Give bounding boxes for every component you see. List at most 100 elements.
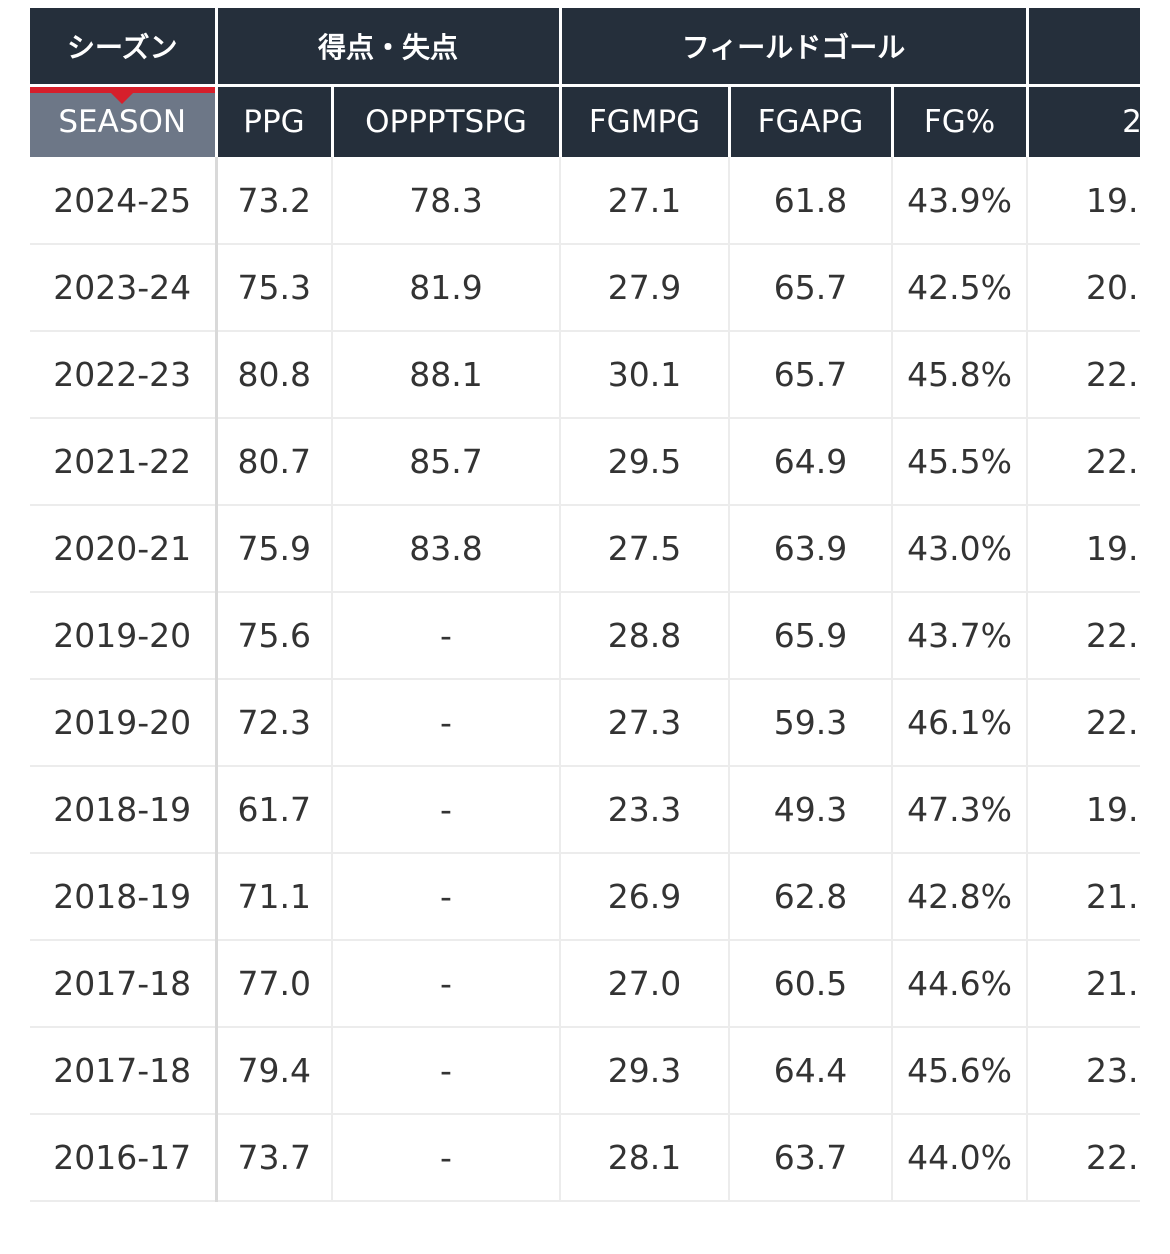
fg-pct-cell: 44.6% <box>891 940 1028 1028</box>
ppg-cell: 61.7 <box>215 766 332 854</box>
fgapg-cell: 64.9 <box>728 418 893 506</box>
oppptspg-cell: - <box>330 766 561 854</box>
two-fgm-cell: 22. <box>1026 592 1140 680</box>
two-fgm-cell: 19. <box>1026 505 1140 593</box>
table-row: 2022-23 80.8 88.1 30.1 65.7 45.8% 22. <box>30 331 1140 419</box>
fg-pct-cell: 45.6% <box>891 1027 1028 1115</box>
ppg-cell: 71.1 <box>215 853 332 941</box>
column-group-row: シーズン 得点・失点 フィールドゴール <box>30 8 1140 87</box>
group-header-scoring: 得点・失点 <box>214 8 561 87</box>
season-cell: 2020-21 <box>30 505 218 593</box>
column-header-row: SEASON PPG OPPPTSPG FGMPG FGAPG FG% 2FGM <box>30 85 1140 157</box>
season-cell: 2018-19 <box>30 766 218 854</box>
fg-pct-cell: 45.8% <box>891 331 1028 419</box>
oppptspg-cell: - <box>330 1027 561 1115</box>
table-row: 2018-19 71.1-26.9 62.8 42.8% 21. <box>30 853 1140 941</box>
group-header-season: シーズン <box>30 8 216 87</box>
oppptspg-cell: - <box>330 592 561 680</box>
fgmpg-cell: 28.1 <box>559 1114 730 1202</box>
fg-pct-cell: 42.8% <box>891 853 1028 941</box>
fg-pct-cell: 44.0% <box>891 1114 1028 1202</box>
fgapg-cell: 65.9 <box>728 592 893 680</box>
ppg-cell: 77.0 <box>215 940 332 1028</box>
fg-pct-cell: 43.7% <box>891 592 1028 680</box>
season-cell: 2016-17 <box>30 1114 218 1202</box>
column-header-fg-pct[interactable]: FG% <box>890 85 1028 157</box>
ppg-cell: 80.7 <box>215 418 332 506</box>
oppptspg-cell: 78.3 <box>330 157 561 245</box>
fgapg-cell: 61.8 <box>728 157 893 245</box>
fgmpg-cell: 27.3 <box>559 679 730 767</box>
fgmpg-cell: 27.5 <box>559 505 730 593</box>
table-row: 2024-25 73.2 78.3 27.1 61.8 43.9% 19. <box>30 157 1140 245</box>
fgmpg-cell: 28.8 <box>559 592 730 680</box>
fg-pct-cell: 45.5% <box>891 418 1028 506</box>
two-fgm-cell: 22. <box>1026 1114 1140 1202</box>
fgapg-cell: 62.8 <box>728 853 893 941</box>
fgapg-cell: 60.5 <box>728 940 893 1028</box>
oppptspg-cell: 88.1 <box>330 331 561 419</box>
ppg-cell: 73.2 <box>215 157 332 245</box>
season-cell: 2018-19 <box>30 853 218 941</box>
season-cell: 2024-25 <box>30 157 218 245</box>
table-row: 2018-19 61.7-23.3 49.3 47.3% 19. <box>30 766 1140 854</box>
table-row: 2019-20 75.6-28.8 65.9 43.7% 22. <box>30 592 1140 680</box>
two-fgm-cell: 19. <box>1026 766 1140 854</box>
two-fgm-cell: 22. <box>1026 331 1140 419</box>
column-header-season-sorted[interactable]: SEASON <box>30 85 216 157</box>
fgapg-cell: 64.4 <box>728 1027 893 1115</box>
season-cell: 2017-18 <box>30 940 218 1028</box>
fgmpg-cell: 30.1 <box>559 331 730 419</box>
oppptspg-cell: - <box>330 940 561 1028</box>
season-cell: 2021-22 <box>30 418 218 506</box>
table-row: 2019-20 72.3-27.3 59.3 46.1% 22. <box>30 679 1140 767</box>
table-body: 2024-25 73.2 78.3 27.1 61.8 43.9% 19. 2023-24 75… <box>30 157 1140 1202</box>
fg-pct-cell: 43.0% <box>891 505 1028 593</box>
oppptspg-cell: 83.8 <box>330 505 561 593</box>
fgmpg-cell: 27.0 <box>559 940 730 1028</box>
fgmpg-cell: 27.1 <box>559 157 730 245</box>
table-row: 2020-21 75.9 83.8 27.5 63.9 43.0% 19. <box>30 505 1140 593</box>
fgapg-cell: 63.7 <box>728 1114 893 1202</box>
two-fgm-cell: 22. <box>1026 418 1140 506</box>
season-cell: 2019-20 <box>30 679 218 767</box>
fgmpg-cell: 29.5 <box>559 418 730 506</box>
two-fgm-cell: 23. <box>1026 1027 1140 1115</box>
ppg-cell: 72.3 <box>215 679 332 767</box>
fg-pct-cell: 47.3% <box>891 766 1028 854</box>
table-row: 2023-24 75.3 81.9 27.9 65.7 42.5% 20. <box>30 244 1140 332</box>
column-header-fgapg[interactable]: FGAPG <box>727 85 893 157</box>
fgmpg-cell: 26.9 <box>559 853 730 941</box>
oppptspg-cell: - <box>330 853 561 941</box>
ppg-cell: 80.8 <box>215 331 332 419</box>
two-fgm-cell: 22. <box>1026 679 1140 767</box>
two-fgm-cell: 21. <box>1026 940 1140 1028</box>
stats-table-viewport[interactable]: シーズン 得点・失点 フィールドゴール SEASON PPG OPPPTSPG … <box>30 8 1140 1208</box>
oppptspg-cell: - <box>330 679 561 767</box>
oppptspg-cell: - <box>330 1114 561 1202</box>
group-header-next <box>1025 8 1140 87</box>
season-cell: 2017-18 <box>30 1027 218 1115</box>
two-fgm-cell: 19. <box>1026 157 1140 245</box>
ppg-cell: 75.3 <box>215 244 332 332</box>
season-cell: 2019-20 <box>30 592 218 680</box>
column-header-2fgm[interactable]: 2FGM <box>1025 85 1140 157</box>
fgapg-cell: 65.7 <box>728 331 893 419</box>
oppptspg-cell: 85.7 <box>330 418 561 506</box>
ppg-cell: 73.7 <box>215 1114 332 1202</box>
fgapg-cell: 63.9 <box>728 505 893 593</box>
fgapg-cell: 65.7 <box>728 244 893 332</box>
column-header-fgmpg[interactable]: FGMPG <box>558 85 730 157</box>
column-header-ppg[interactable]: PPG <box>214 85 332 157</box>
fg-pct-cell: 43.9% <box>891 157 1028 245</box>
table-row: 2021-22 80.7 85.7 29.5 64.9 45.5% 22. <box>30 418 1140 506</box>
column-header-oppptspg[interactable]: OPPPTSPG <box>330 85 561 157</box>
ppg-cell: 79.4 <box>215 1027 332 1115</box>
fgmpg-cell: 29.3 <box>559 1027 730 1115</box>
table-row: 2017-18 77.0-27.0 60.5 44.6% 21. <box>30 940 1140 1028</box>
group-header-field-goal: フィールドゴール <box>558 8 1028 87</box>
two-fgm-cell: 20. <box>1026 244 1140 332</box>
season-stats-table: シーズン 得点・失点 フィールドゴール SEASON PPG OPPPTSPG … <box>30 8 1140 1202</box>
fgapg-cell: 49.3 <box>728 766 893 854</box>
fgapg-cell: 59.3 <box>728 679 893 767</box>
